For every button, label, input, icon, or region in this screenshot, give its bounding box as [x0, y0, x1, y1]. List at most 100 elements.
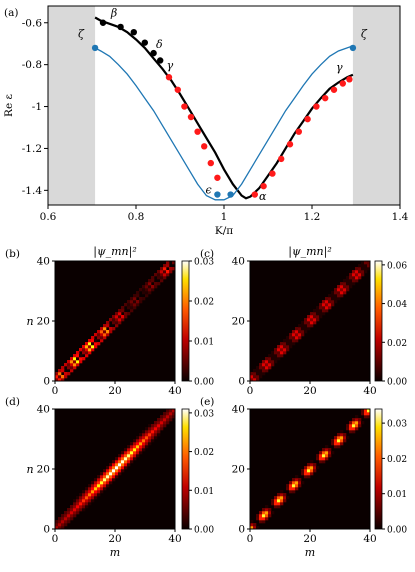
heatmap-cell — [100, 490, 104, 494]
heatmap-cell — [346, 288, 350, 292]
heatmap-cell — [328, 454, 332, 458]
heatmap-cell — [127, 312, 131, 316]
heatmap-cell — [295, 484, 299, 488]
y-tick-label: -0.6 — [22, 17, 43, 29]
heatmap-cell — [136, 300, 140, 304]
heatmap-cell — [82, 490, 86, 494]
heatmap-cell — [148, 285, 152, 289]
heatmap-cell — [157, 270, 161, 274]
heatmap-cell — [88, 342, 92, 346]
point-annotation: ζ — [361, 27, 368, 40]
heatmap-cell — [313, 312, 317, 316]
heatmap-cell — [316, 454, 320, 458]
heatmap-cell — [97, 336, 101, 340]
heatmap-cell — [70, 511, 74, 515]
heatmap-cell — [136, 303, 140, 307]
heatmap-cell — [121, 454, 125, 458]
heatmap-cell — [91, 481, 95, 485]
heatmap-cell — [325, 448, 329, 452]
heatmap-cell — [133, 448, 137, 452]
heatmap-cell — [268, 360, 272, 364]
heatmap-cell — [103, 336, 107, 340]
heatmap-cell — [346, 282, 350, 286]
heatmap-cell — [118, 321, 122, 325]
heatmap-cell — [316, 318, 320, 322]
heatmap-cell — [280, 493, 284, 497]
heatmap-cell — [67, 372, 71, 376]
heatmap-cell — [121, 318, 125, 322]
heatmap-cell — [295, 478, 299, 482]
heatmap-cell — [337, 291, 341, 295]
heatmap-cell — [367, 267, 371, 271]
heatmap-cell — [364, 412, 368, 416]
heatmap-cell — [166, 409, 170, 413]
heatmap-cell — [139, 448, 143, 452]
heatmap-cell — [112, 315, 116, 319]
heatmap-cell — [166, 261, 170, 265]
colorbar-tick-label: 0.00 — [194, 526, 214, 536]
heatmap-cell — [295, 487, 299, 491]
heatmap-cell — [70, 505, 74, 509]
heatmap-cell — [319, 303, 323, 307]
heatmap-cell — [160, 270, 164, 274]
heatmap-cell — [334, 291, 338, 295]
heatmap-cell — [319, 315, 323, 319]
heatmap-cell — [106, 466, 110, 470]
heatmap-cell — [280, 502, 284, 506]
heatmap-cell — [259, 514, 263, 518]
heatmap-cell — [283, 351, 287, 355]
heatmap-cell — [109, 318, 113, 322]
heatmap-cell — [295, 339, 299, 343]
heatmap-cell — [121, 466, 125, 470]
heatmap-cell — [136, 439, 140, 443]
heatmap-cell — [271, 360, 275, 364]
heatmap-cell — [115, 324, 119, 328]
heatmap-cell — [340, 285, 344, 289]
heatmap-cell — [139, 451, 143, 455]
heatmap-cell — [367, 261, 371, 265]
y-tick-label: 40 — [232, 404, 245, 416]
x-tick-label: 40 — [363, 385, 376, 397]
heatmap-cell — [124, 303, 128, 307]
heatmap-cell — [151, 285, 155, 289]
heatmap-cell — [142, 285, 146, 289]
heatmap-cell — [115, 466, 119, 470]
heatmap-cell — [259, 363, 263, 367]
heatmap-cell — [88, 496, 92, 500]
heatmap-cell — [115, 469, 119, 473]
heatmap-cell — [91, 493, 95, 497]
heatmap-cell — [151, 439, 155, 443]
heatmap-cell — [67, 508, 71, 512]
heatmap-cell — [94, 493, 98, 497]
heatmap-cell — [166, 421, 170, 425]
heatmap-cell — [85, 354, 89, 358]
y-tick-label: -1.4 — [22, 185, 43, 197]
heatmap-cell — [274, 348, 278, 352]
x-tick-label: 40 — [168, 533, 181, 545]
shaded-region — [352, 6, 400, 205]
heatmap-cell — [85, 496, 89, 500]
heatmap-cell — [136, 454, 140, 458]
y-tick-label: 20 — [37, 316, 50, 328]
heatmap-cell — [328, 300, 332, 304]
x-tick-label: 0.8 — [128, 211, 145, 223]
colorbar-tick-label: 0.03 — [194, 258, 214, 268]
heatmap-cell — [124, 457, 128, 461]
heatmap-cell — [256, 366, 260, 370]
panel-label: (b) — [5, 248, 20, 260]
heatmap-cell — [301, 481, 305, 485]
heatmap-cell — [97, 487, 101, 491]
panel-label: (a) — [4, 7, 18, 19]
heatmap-title: |ψ_mn|² — [93, 245, 136, 259]
heatmap-cell — [76, 499, 80, 503]
heatmap-(e): 00 20 20 40 40 (e) m 0.00 0.01 0.02 0.03 — [200, 396, 407, 559]
heatmap-cell — [337, 436, 341, 440]
heatmap-cell — [349, 424, 353, 428]
heatmap-cell — [109, 463, 113, 467]
heatmap-cell — [343, 291, 347, 295]
heatmap-cell — [280, 499, 284, 503]
heatmap-cell — [112, 460, 116, 464]
heatmap-cell — [97, 490, 101, 494]
heatmap-cell — [265, 508, 269, 512]
heatmap-cell — [334, 294, 338, 298]
